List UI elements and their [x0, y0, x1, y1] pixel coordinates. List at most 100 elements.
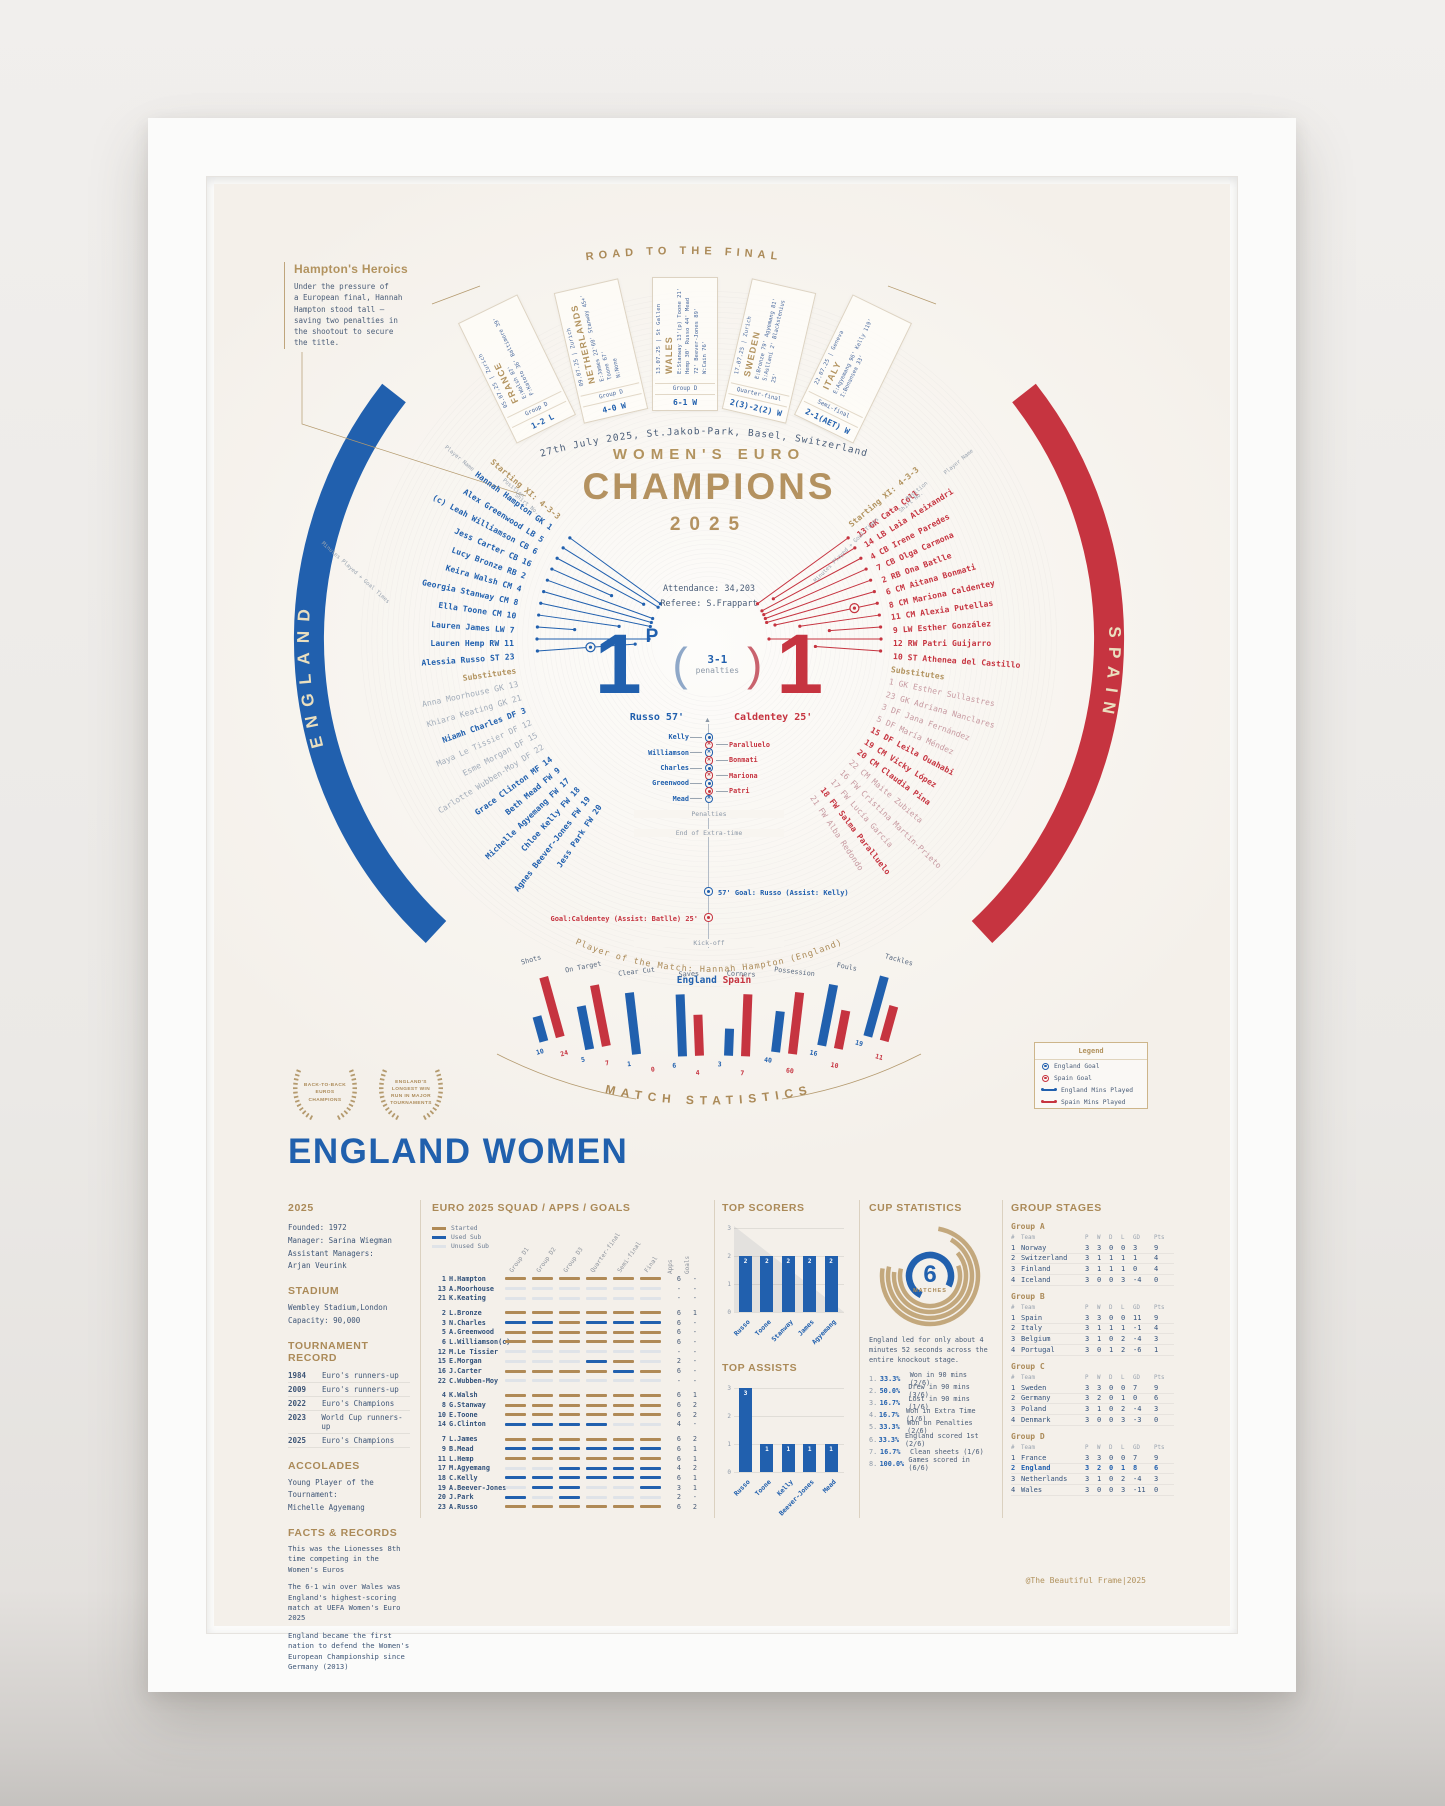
started-cell [586, 1437, 607, 1441]
started-cell [640, 1330, 661, 1334]
match-date-venue: 13.07.25 | St Gallen [656, 303, 662, 374]
cup-stat-row: 2. 50.0% Drew in 90 mins (3/6) [869, 1382, 970, 1399]
spain-arc-band [971, 383, 1125, 943]
stat-group: Saves 6 4 [667, 969, 715, 1083]
attendance: Attendance: 34,203 [662, 584, 756, 594]
started-cell [559, 1311, 580, 1315]
penalty-kick-row: Williamson ✕ [541, 748, 877, 757]
unused-sub-cell [532, 1287, 553, 1291]
started-cell [613, 1330, 634, 1334]
used-sub-cell [532, 1476, 553, 1480]
spain-stat-bar [648, 1051, 658, 1053]
svg-text:MATCH STATISTICS: MATCH STATISTICS [604, 1082, 814, 1108]
unused-sub-cell [640, 1422, 661, 1426]
squad-player-row: 14 G.Clinton 4- [437, 1420, 697, 1429]
match-scorers-line: Hemp 30' Russo 44' Mead [685, 297, 692, 374]
started-cell [505, 1403, 526, 1407]
badge-text-line: EUROS [315, 1090, 335, 1096]
used-sub-cell [586, 1321, 607, 1325]
spain-stat-value: 60 [785, 1066, 794, 1075]
started-cell [586, 1505, 607, 1509]
england-stat-bar [817, 983, 838, 1047]
cup-stat-row: 3. 16.7% Lost in 90 mins (1/6) [869, 1395, 970, 1411]
started-cell [532, 1413, 553, 1417]
started-cell [613, 1505, 634, 1509]
stadium-fact-line: Wembley Stadium,London [288, 1303, 388, 1312]
legend-title: Legend [1035, 1043, 1147, 1060]
england-stat-bar [675, 993, 687, 1057]
squad-player-row: 11 L.Hemp 6 1 [437, 1454, 697, 1463]
unused-sub-cell [532, 1350, 553, 1354]
bar-value: 2 [743, 1257, 748, 1265]
gridline [734, 1228, 844, 1229]
unused-sub-cell [532, 1495, 553, 1499]
started-cell [613, 1311, 634, 1315]
squad-player-row: 6 L.Williamson(c) 6- [441, 1337, 697, 1346]
started-cell [613, 1457, 634, 1461]
group-table-row: 4 Iceland 3 0 0 3 -4 0 [1011, 1275, 1174, 1286]
accolade-line: Michelle Agyemang [288, 1503, 365, 1512]
group-table-row: 3 Finland 3 1 1 1 0 4 [1011, 1264, 1174, 1276]
penalty-kick-row: Greenwood [541, 779, 877, 788]
started-cell [640, 1413, 661, 1417]
started-cell [505, 1393, 526, 1397]
top-assists-chart: 0 1 2 3 3 Russo 1 Toone 1 Kelly 1 Beever-Jones 1 Mead [722, 1382, 850, 1517]
legend-item: England Mins Played [1035, 1084, 1147, 1096]
player-row: Lauren Hemp RW 11 [430, 639, 514, 648]
main-title-block: WOMEN'S EURO CHAMPIONS 2025 [509, 446, 909, 536]
squad-player-row: 16 J.Carter 6- [437, 1367, 697, 1376]
bar-value: 2 [807, 1257, 812, 1265]
started-cell [559, 1330, 580, 1334]
cup-stat-row: 1. 33.3% Won in 90 mins (2/6) [869, 1370, 968, 1387]
started-cell [559, 1340, 580, 1344]
used-sub-cell [505, 1321, 526, 1325]
started-cell [559, 1457, 580, 1461]
started-cell [586, 1457, 607, 1461]
penalty-kick-row: ✕ Paralluelo [541, 740, 877, 750]
cup-stats-column: CUP STATISTICS 6 MATCHES England led for… [869, 1202, 991, 1472]
used-sub-cell [613, 1447, 634, 1451]
squad-player-row: 18 C.Kelly 6 1 [437, 1473, 697, 1482]
started-cell [640, 1311, 661, 1315]
group-table-row: 1 Sweden 3 3 0 0 7 9 [1011, 1383, 1174, 1394]
column-separator [1002, 1200, 1003, 1518]
gridline [734, 1312, 844, 1313]
cup-donut-chart: 6 MATCHES [879, 1225, 981, 1327]
chart-bar: 2 [739, 1256, 752, 1312]
group-caption: Group A [1011, 1222, 1045, 1231]
y-tick: 1 [727, 1440, 731, 1448]
unused-sub-cell [505, 1466, 526, 1470]
penalty-kick-row: Mead ✕ [541, 794, 877, 803]
road-to-final-title: ROAD TO THE FINAL [585, 245, 778, 263]
unused-sub-cell [640, 1350, 661, 1354]
group-table-row: 4 Denmark 3 0 0 3 -3 0 [1011, 1415, 1174, 1426]
group-table-row: 3 Poland 3 1 0 2 -4 3 [1011, 1404, 1174, 1416]
group-table-row: 4 Portugal 3 0 1 2 -6 1 [1011, 1345, 1174, 1356]
facts-records: This was the Lionesses 8th time competin… [288, 1544, 410, 1673]
chart-bar: 2 [824, 1256, 838, 1312]
started-cell [559, 1505, 580, 1509]
unused-sub-cell [586, 1350, 607, 1354]
group-caption: Group B [1011, 1291, 1045, 1301]
cup-stats-list: 1. 33.3% Won in 90 mins (2/6) 2. 50.0% Drew i… [869, 1370, 991, 1472]
chart-bar: 1 [824, 1444, 838, 1472]
unused-sub-cell [532, 1296, 553, 1300]
started-cell [532, 1311, 553, 1315]
unused-sub-cell [586, 1486, 607, 1490]
spain-score: 1 [776, 617, 824, 711]
spain-stat-bar [741, 993, 753, 1057]
match-scorers-line: W:Cain 76' [701, 340, 708, 374]
spain-stat-bar [833, 1009, 851, 1050]
started-cell [613, 1359, 634, 1363]
penalty-shootout-ladder: Kelly ✕ Paralluelo Williamson ✕ ✕ Bonmati Charl… [541, 733, 877, 803]
badge-text-line: ENGLAND'S [395, 1079, 427, 1085]
squad-column: EURO 2025 SQUAD / APPS / GOALS Started Us… [432, 1202, 704, 1512]
used-sub-cell [505, 1476, 526, 1480]
tournament-record-row: 1984 Euro's runners-up [288, 1369, 410, 1383]
spain-stat-bar [693, 1013, 704, 1056]
england-stat-bar [577, 1004, 595, 1050]
used-sub-cell [559, 1476, 580, 1480]
y-tick: 3 [727, 1224, 731, 1232]
accolades-heading: ACCOLADES [288, 1459, 360, 1472]
